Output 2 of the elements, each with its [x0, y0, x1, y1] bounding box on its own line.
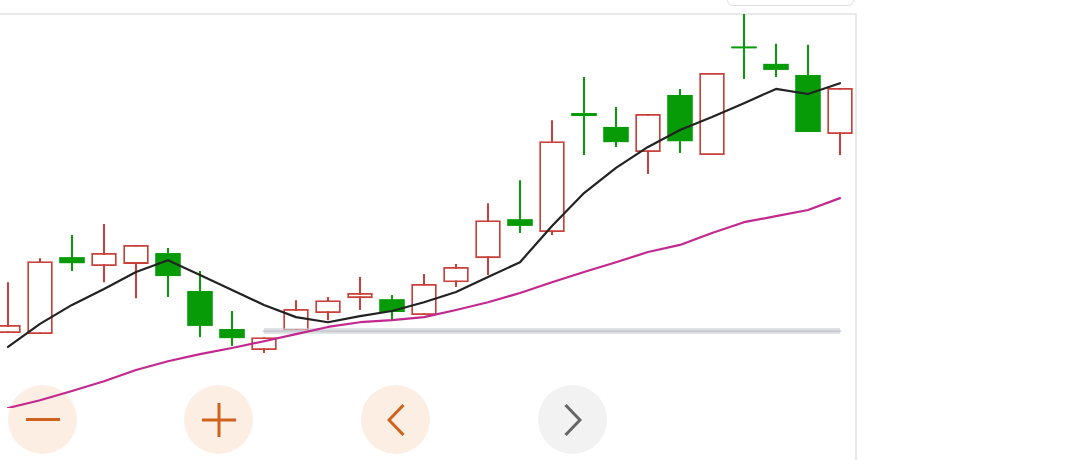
candlestick [731, 14, 757, 80]
candlestick [571, 77, 597, 156]
